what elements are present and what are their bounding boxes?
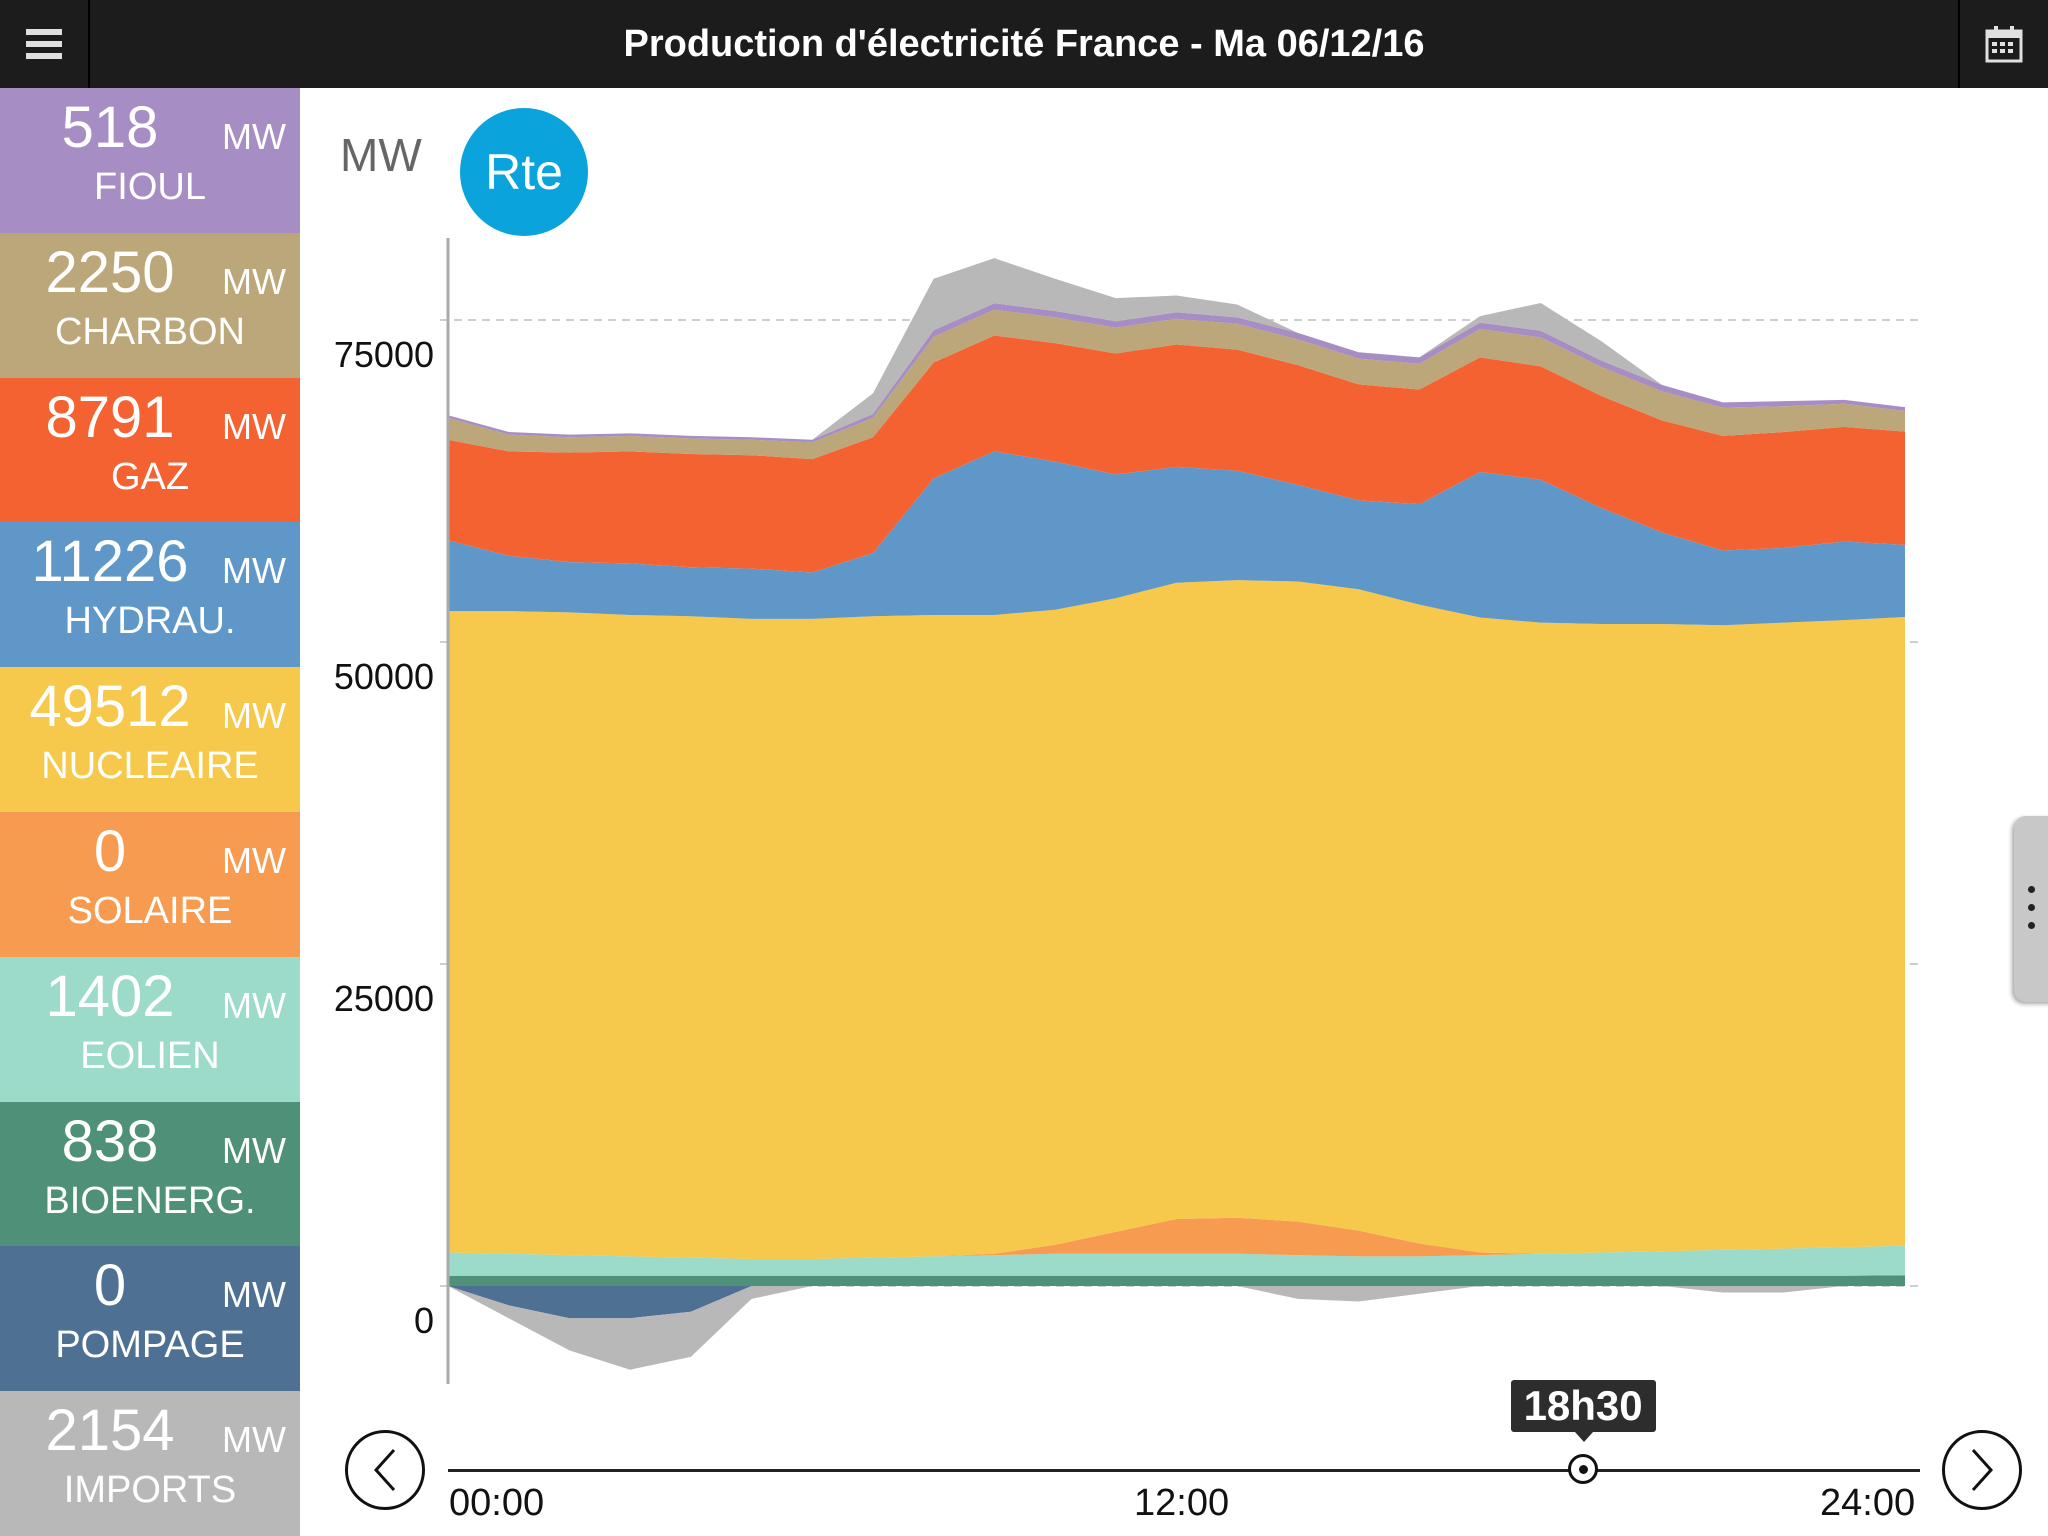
y-tick-label: 0 xyxy=(414,1300,434,1341)
tile-label: IMPORTS xyxy=(63,1469,237,1512)
tile-value: 49512 xyxy=(29,674,191,740)
timeline-track[interactable] xyxy=(448,1469,1920,1472)
tile-solaire[interactable]: 0 MW SOLAIRE xyxy=(0,812,300,957)
area-pompage xyxy=(448,1286,1905,1319)
area-eolien xyxy=(448,1245,1905,1276)
tile-fioul[interactable]: 518 MW FIOUL xyxy=(0,88,300,233)
area-bioenerg xyxy=(448,1275,1905,1286)
tile-value: 0 xyxy=(93,819,127,884)
tile-label: POMPAGE xyxy=(55,1324,245,1367)
tile-label: NUCLEAIRE xyxy=(41,745,259,788)
chevron-left-icon xyxy=(373,1448,396,1492)
rte-logo: Rte xyxy=(460,108,588,236)
tile-nucleaire[interactable]: 49512 MW NUCLEAIRE xyxy=(0,667,300,812)
tile-unit: MW xyxy=(222,116,286,157)
area-solaire xyxy=(448,1217,1905,1259)
x-tick-mid: 12:00 xyxy=(1134,1482,1230,1524)
tile-value: 8791 xyxy=(45,384,175,450)
tile-pompage[interactable]: 0 MW POMPAGE xyxy=(0,1246,300,1392)
tile-value: 518 xyxy=(61,95,159,160)
menu-button[interactable] xyxy=(0,0,90,88)
handle-dot xyxy=(2028,922,2035,929)
y-tick-label: 50000 xyxy=(334,656,434,697)
x-tick-end: 24:00 xyxy=(1820,1482,1916,1524)
tile-label: CHARBON xyxy=(54,310,246,353)
area-hydrau xyxy=(448,451,1905,626)
tile-unit: MW xyxy=(222,695,286,737)
tile-unit: MW xyxy=(222,840,286,881)
timeline-handle-dot xyxy=(1578,1465,1588,1474)
tile-label: EOLIEN xyxy=(80,1034,220,1077)
hamburger-icon xyxy=(26,29,62,59)
tile-hydrau[interactable]: 11226 MW HYDRAU. xyxy=(0,522,300,668)
page-title: Production d'électricité France - Ma 06/… xyxy=(623,23,1425,65)
area-nucleaire xyxy=(448,580,1905,1259)
calendar-icon xyxy=(1985,26,2023,63)
y-tick-label: 75000 xyxy=(334,334,434,375)
tile-bioenerg[interactable]: 838 MW BIOENERG. xyxy=(0,1101,300,1247)
tile-unit: MW xyxy=(222,1129,286,1171)
tile-value: 2250 xyxy=(45,239,175,305)
side-drawer-handle[interactable] xyxy=(2014,816,2048,1002)
area-charbon xyxy=(448,309,1905,460)
tile-value: 11226 xyxy=(31,529,189,595)
tile-charbon[interactable]: 2250 MW CHARBON xyxy=(0,232,300,378)
tile-value: 838 xyxy=(61,1108,159,1174)
area-gaz xyxy=(448,335,1905,573)
tile-eolien[interactable]: 1402 MW EOLIEN xyxy=(0,956,300,1102)
app-header: Production d'électricité France - Ma 06/… xyxy=(0,0,2048,88)
tile-unit: MW xyxy=(222,260,286,302)
tile-unit: MW xyxy=(222,550,286,592)
tile-label: GAZ xyxy=(110,455,190,498)
tile-label: HYDRAU. xyxy=(64,600,236,643)
tile-label: BIOENERG. xyxy=(44,1179,256,1222)
chevron-right-icon xyxy=(1971,1448,1994,1492)
tile-unit: MW xyxy=(222,984,286,1026)
y-unit-label: MW xyxy=(340,129,422,181)
calendar-button[interactable] xyxy=(1958,0,2048,88)
y-tick-label: 25000 xyxy=(334,978,434,1019)
handle-dot xyxy=(2028,886,2035,893)
current-time-label: 18h30 xyxy=(1510,1380,1656,1442)
tile-label: FIOUL xyxy=(94,166,206,208)
tile-imports[interactable]: 2154 MW IMPORTS xyxy=(0,1391,300,1536)
handle-dot xyxy=(2028,904,2035,911)
tile-unit: MW xyxy=(222,1419,286,1461)
x-tick-start: 00:00 xyxy=(449,1482,545,1524)
tile-gaz[interactable]: 8791 MW GAZ xyxy=(0,377,300,523)
tile-unit: MW xyxy=(222,1274,286,1316)
tile-value: 2154 xyxy=(45,1398,175,1464)
production-sidebar: 518 MW FIOUL 2250 MW CHARBON 8791 MW GAZ 11226 MW H… xyxy=(0,88,300,1536)
tile-label: SOLAIRE xyxy=(67,890,233,932)
area-imports xyxy=(448,258,1905,440)
tile-unit: MW xyxy=(222,405,286,447)
previous-day-button[interactable] xyxy=(345,1430,425,1510)
timeline-handle[interactable] xyxy=(1567,1454,1598,1484)
next-day-button[interactable] xyxy=(1942,1430,2022,1510)
tile-value: 0 xyxy=(93,1253,127,1319)
tile-value: 1402 xyxy=(45,963,175,1029)
